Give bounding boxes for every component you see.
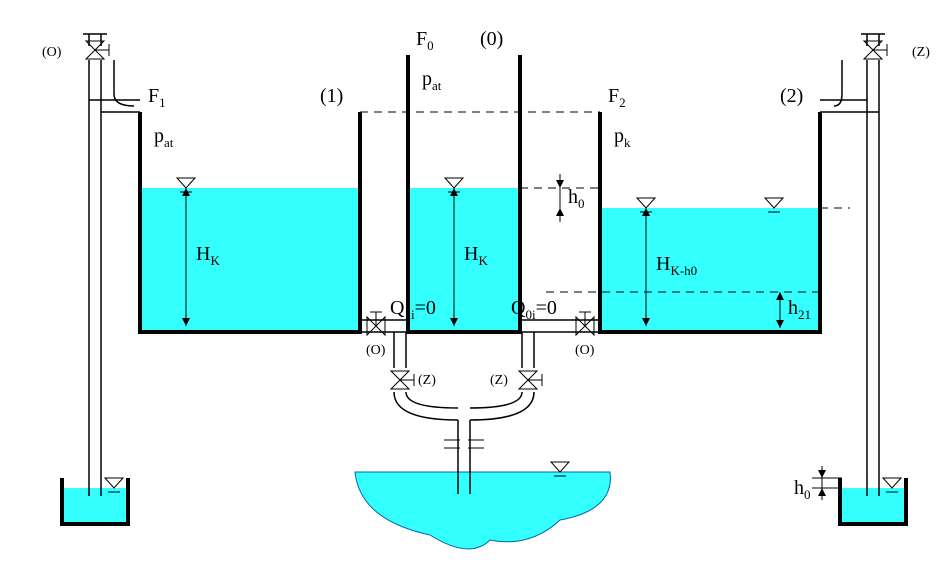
valve-O-label: (O) (575, 343, 595, 358)
valve-Z-label: (Z) (490, 373, 508, 388)
overflow-cup (62, 478, 128, 524)
surface-marker (637, 198, 655, 208)
tank-number: (1) (320, 85, 343, 107)
pond-water (355, 472, 610, 549)
F-label: F0 (416, 28, 434, 53)
valve-Z-label: (Z) (418, 373, 436, 388)
pond-surface (551, 462, 569, 472)
overflow-cup: h0 (794, 466, 906, 524)
tank: F2(2)pkHK-h0 (600, 85, 820, 332)
tank-number: (0) (480, 28, 503, 50)
valve-Z-label: (Z) (912, 45, 930, 60)
surface-marker (765, 198, 783, 208)
h0-dim: h0 (568, 186, 585, 211)
pressure-label: pat (154, 125, 174, 150)
valve-O-label: (O) (42, 45, 62, 60)
pressure-label: pat (422, 68, 442, 93)
surface-marker (445, 178, 463, 188)
tank: F1(1)patHK (140, 85, 360, 332)
valve-O-label: (O) (366, 343, 386, 358)
surface-marker (883, 478, 901, 488)
F-label: F2 (608, 85, 626, 110)
tank: F0(0)patHK (408, 28, 520, 332)
surface-marker (105, 478, 123, 488)
h0-label: h0 (794, 477, 811, 502)
tank-number: (2) (780, 85, 803, 107)
Q-label: Q0i=0 (511, 297, 557, 322)
F-label: F1 (148, 85, 166, 110)
pressure-label: pk (614, 125, 631, 150)
surface-marker (177, 178, 195, 188)
